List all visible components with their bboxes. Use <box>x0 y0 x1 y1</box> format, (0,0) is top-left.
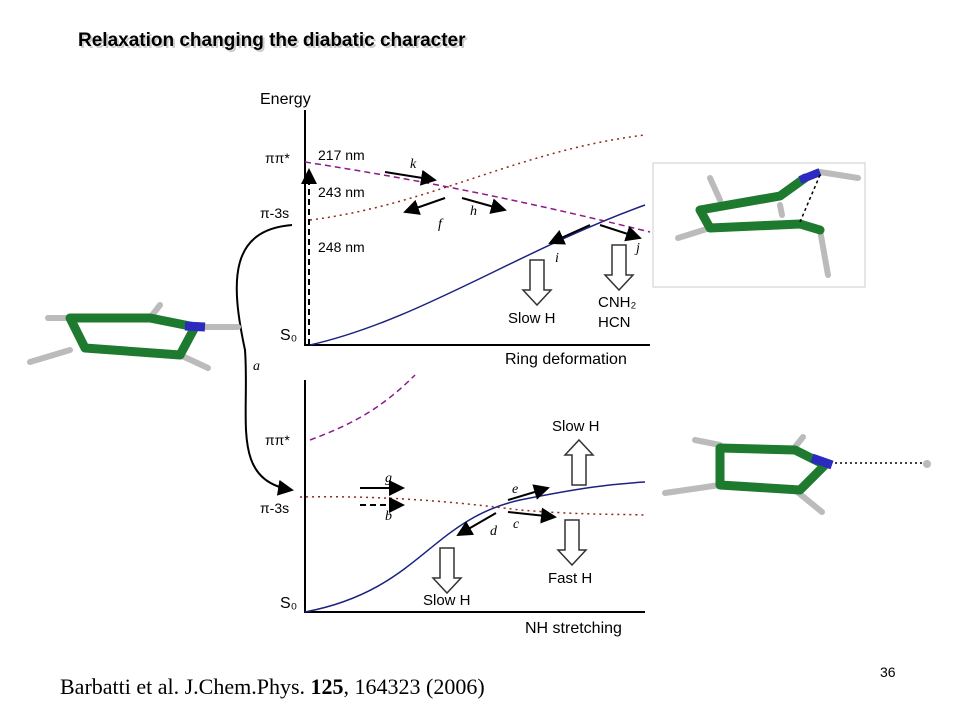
state-label: π-3s <box>260 500 289 516</box>
path-label: g <box>385 471 392 486</box>
axes <box>304 380 645 613</box>
outcome-arrow <box>563 438 595 486</box>
outcome-arrow <box>556 519 588 567</box>
top-panel: Energy ππ* π-3s S₀ 217 nm 243 nm 248 nm … <box>260 91 651 368</box>
ground-state: S₀ <box>280 327 297 344</box>
page-number: 36 <box>880 664 896 680</box>
path-label: k <box>410 157 417 172</box>
outcome: HCN <box>598 314 631 331</box>
path-label: b <box>385 509 392 524</box>
citation: Barbatti et al. J.Chem.Phys. 125, 164323… <box>60 674 485 699</box>
path-label: c <box>513 517 520 532</box>
axes <box>304 110 650 346</box>
citation-rest: , 164323 (2006) <box>344 674 485 699</box>
arrow <box>384 169 437 186</box>
pipi-curve <box>309 374 416 441</box>
pipi-curve <box>304 161 651 233</box>
outcome-arrow <box>431 547 463 595</box>
x-axis-label: NH stretching <box>525 620 622 637</box>
arrow <box>548 224 591 245</box>
citation-authors: Barbatti et al. J.Chem.Phys. <box>60 674 311 699</box>
transition-label: a <box>253 359 260 374</box>
state-label: ππ* <box>265 432 290 448</box>
arrow <box>461 197 507 214</box>
state-label: ππ* <box>265 150 290 166</box>
path-label: d <box>490 524 498 539</box>
outcome: Fast H <box>548 570 592 587</box>
arrow <box>599 224 642 242</box>
path-label: f <box>438 217 444 232</box>
outcome-arrow <box>521 259 553 307</box>
path-label: h <box>470 204 477 219</box>
arrow <box>507 507 557 524</box>
wavelength: 243 nm <box>318 184 365 200</box>
molecule-bottom-right <box>662 434 931 515</box>
s0-curve <box>309 204 646 346</box>
x-axis-label: Ring deformation <box>505 351 627 368</box>
path-label: e <box>512 482 518 497</box>
title-shadow: Relaxation changing the diabatic charact… <box>80 32 468 53</box>
state-label: π-3s <box>260 205 289 221</box>
wavelength: 217 nm <box>318 147 365 163</box>
arrow <box>403 197 446 215</box>
title: Relaxation changing the diabatic charact… <box>78 30 466 51</box>
outcome: Slow H <box>508 310 556 327</box>
path-label: i <box>555 251 559 266</box>
outcome: Slow H <box>552 418 600 435</box>
y-axis-label: Energy <box>260 91 311 108</box>
relaxation-arrow <box>235 224 294 496</box>
s0-curve <box>304 481 646 613</box>
outcome: CNH₂ <box>598 294 636 311</box>
bottom-panel: ππ* π-3s S₀ NH stretching g b e c d Slow… <box>260 374 646 637</box>
outcome: Slow H <box>423 592 471 609</box>
outcome-arrow <box>603 244 635 292</box>
molecule-top-right <box>652 162 866 288</box>
wavelength: 248 nm <box>318 239 365 255</box>
path-label: j <box>634 241 640 256</box>
molecule-left <box>27 302 241 371</box>
ground-state: S₀ <box>280 595 297 612</box>
arrow <box>456 512 497 537</box>
3s-curve <box>299 496 646 516</box>
citation-volume: 125 <box>311 674 344 699</box>
arrow <box>507 484 550 501</box>
